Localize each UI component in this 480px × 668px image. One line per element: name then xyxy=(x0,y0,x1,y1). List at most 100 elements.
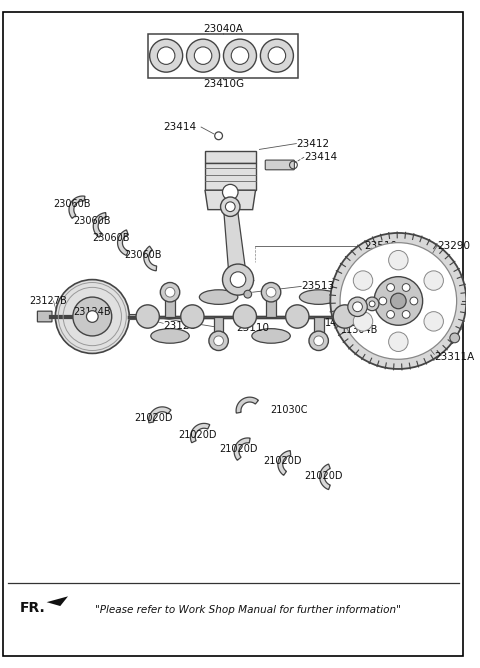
Circle shape xyxy=(402,284,410,291)
Polygon shape xyxy=(144,246,156,271)
Polygon shape xyxy=(314,317,324,341)
Text: 21030C: 21030C xyxy=(270,405,308,415)
Circle shape xyxy=(402,311,410,319)
Circle shape xyxy=(214,336,224,345)
Text: 23290: 23290 xyxy=(437,240,470,250)
Polygon shape xyxy=(205,190,255,210)
Ellipse shape xyxy=(199,290,238,305)
Circle shape xyxy=(55,280,129,353)
Polygon shape xyxy=(320,464,330,490)
Circle shape xyxy=(389,332,408,351)
Circle shape xyxy=(231,47,249,64)
Polygon shape xyxy=(165,292,175,317)
Circle shape xyxy=(136,305,159,328)
Text: 23040A: 23040A xyxy=(204,24,243,34)
Text: 1430JD: 1430JD xyxy=(324,319,360,328)
Circle shape xyxy=(374,277,422,325)
Circle shape xyxy=(268,47,286,64)
FancyBboxPatch shape xyxy=(37,311,52,322)
Text: "Please refer to Work Shop Manual for further information": "Please refer to Work Shop Manual for fu… xyxy=(95,605,401,615)
Polygon shape xyxy=(47,597,68,606)
Polygon shape xyxy=(266,292,276,317)
Circle shape xyxy=(348,297,367,317)
Polygon shape xyxy=(236,397,258,413)
Circle shape xyxy=(387,284,395,291)
Circle shape xyxy=(309,331,328,351)
Circle shape xyxy=(220,197,240,216)
Text: 23060B: 23060B xyxy=(124,250,162,261)
Circle shape xyxy=(187,39,219,72)
Text: 23510: 23510 xyxy=(364,240,397,250)
Circle shape xyxy=(73,297,112,336)
Text: 23127B: 23127B xyxy=(29,296,67,306)
Circle shape xyxy=(330,233,467,369)
Text: 23110: 23110 xyxy=(236,323,269,333)
Circle shape xyxy=(389,250,408,270)
Circle shape xyxy=(226,202,235,212)
Text: 23060B: 23060B xyxy=(73,216,110,226)
Circle shape xyxy=(233,305,256,328)
Circle shape xyxy=(333,305,357,328)
Circle shape xyxy=(194,47,212,64)
Text: 23513: 23513 xyxy=(301,281,334,291)
Circle shape xyxy=(365,297,379,311)
Circle shape xyxy=(160,283,180,302)
Circle shape xyxy=(353,302,362,312)
Circle shape xyxy=(340,242,456,359)
Circle shape xyxy=(165,287,175,297)
Text: 23414: 23414 xyxy=(304,152,337,162)
Circle shape xyxy=(410,297,418,305)
Text: 23410G: 23410G xyxy=(203,79,244,90)
Text: FR.: FR. xyxy=(19,601,45,615)
Circle shape xyxy=(209,331,228,351)
Circle shape xyxy=(424,271,444,291)
Circle shape xyxy=(224,39,256,72)
Circle shape xyxy=(353,271,373,291)
Circle shape xyxy=(266,287,276,297)
Text: 21020D: 21020D xyxy=(134,413,173,423)
Ellipse shape xyxy=(300,290,338,305)
Circle shape xyxy=(223,264,253,295)
Polygon shape xyxy=(118,230,128,255)
Polygon shape xyxy=(224,206,247,281)
Circle shape xyxy=(157,47,175,64)
Text: 21020D: 21020D xyxy=(219,444,258,454)
Circle shape xyxy=(387,311,395,319)
Circle shape xyxy=(223,184,238,200)
Circle shape xyxy=(180,305,204,328)
Circle shape xyxy=(314,336,324,345)
Text: 23120: 23120 xyxy=(163,321,196,331)
Circle shape xyxy=(260,39,293,72)
Circle shape xyxy=(369,301,375,307)
Text: 23311A: 23311A xyxy=(434,352,475,362)
Circle shape xyxy=(450,333,459,343)
Text: 23412: 23412 xyxy=(296,138,329,148)
Circle shape xyxy=(244,291,252,298)
Text: 23414: 23414 xyxy=(163,122,196,132)
Text: 23060B: 23060B xyxy=(53,199,91,209)
Text: 23124B: 23124B xyxy=(73,307,110,317)
Text: 21020D: 21020D xyxy=(264,456,302,466)
Text: 21020D: 21020D xyxy=(304,471,343,481)
Text: 11304B: 11304B xyxy=(341,325,378,335)
Circle shape xyxy=(424,312,444,331)
Ellipse shape xyxy=(252,329,290,343)
Circle shape xyxy=(286,305,309,328)
Bar xyxy=(148,34,298,77)
Circle shape xyxy=(379,297,387,305)
Text: 21020D: 21020D xyxy=(178,430,216,440)
Circle shape xyxy=(353,312,373,331)
Circle shape xyxy=(150,39,183,72)
Polygon shape xyxy=(191,424,210,443)
Bar xyxy=(205,152,255,163)
Circle shape xyxy=(391,293,406,309)
Text: 23060B: 23060B xyxy=(92,233,130,242)
Circle shape xyxy=(261,283,281,302)
FancyBboxPatch shape xyxy=(265,160,294,170)
Bar xyxy=(129,313,143,319)
Polygon shape xyxy=(214,317,224,341)
Polygon shape xyxy=(278,451,291,476)
Polygon shape xyxy=(234,438,250,460)
Bar xyxy=(205,163,255,190)
Polygon shape xyxy=(149,407,171,423)
